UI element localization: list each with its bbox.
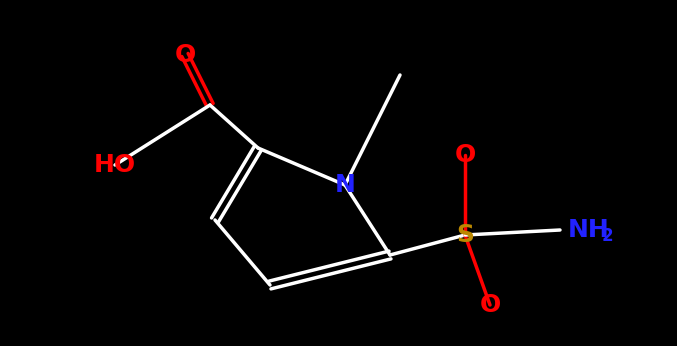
Text: N: N [334, 173, 355, 197]
Text: O: O [454, 143, 476, 167]
Text: NH: NH [568, 218, 610, 242]
Text: O: O [479, 293, 500, 317]
Text: HO: HO [94, 153, 136, 177]
Text: S: S [456, 223, 474, 247]
Text: O: O [175, 43, 196, 67]
Text: 2: 2 [602, 227, 613, 245]
